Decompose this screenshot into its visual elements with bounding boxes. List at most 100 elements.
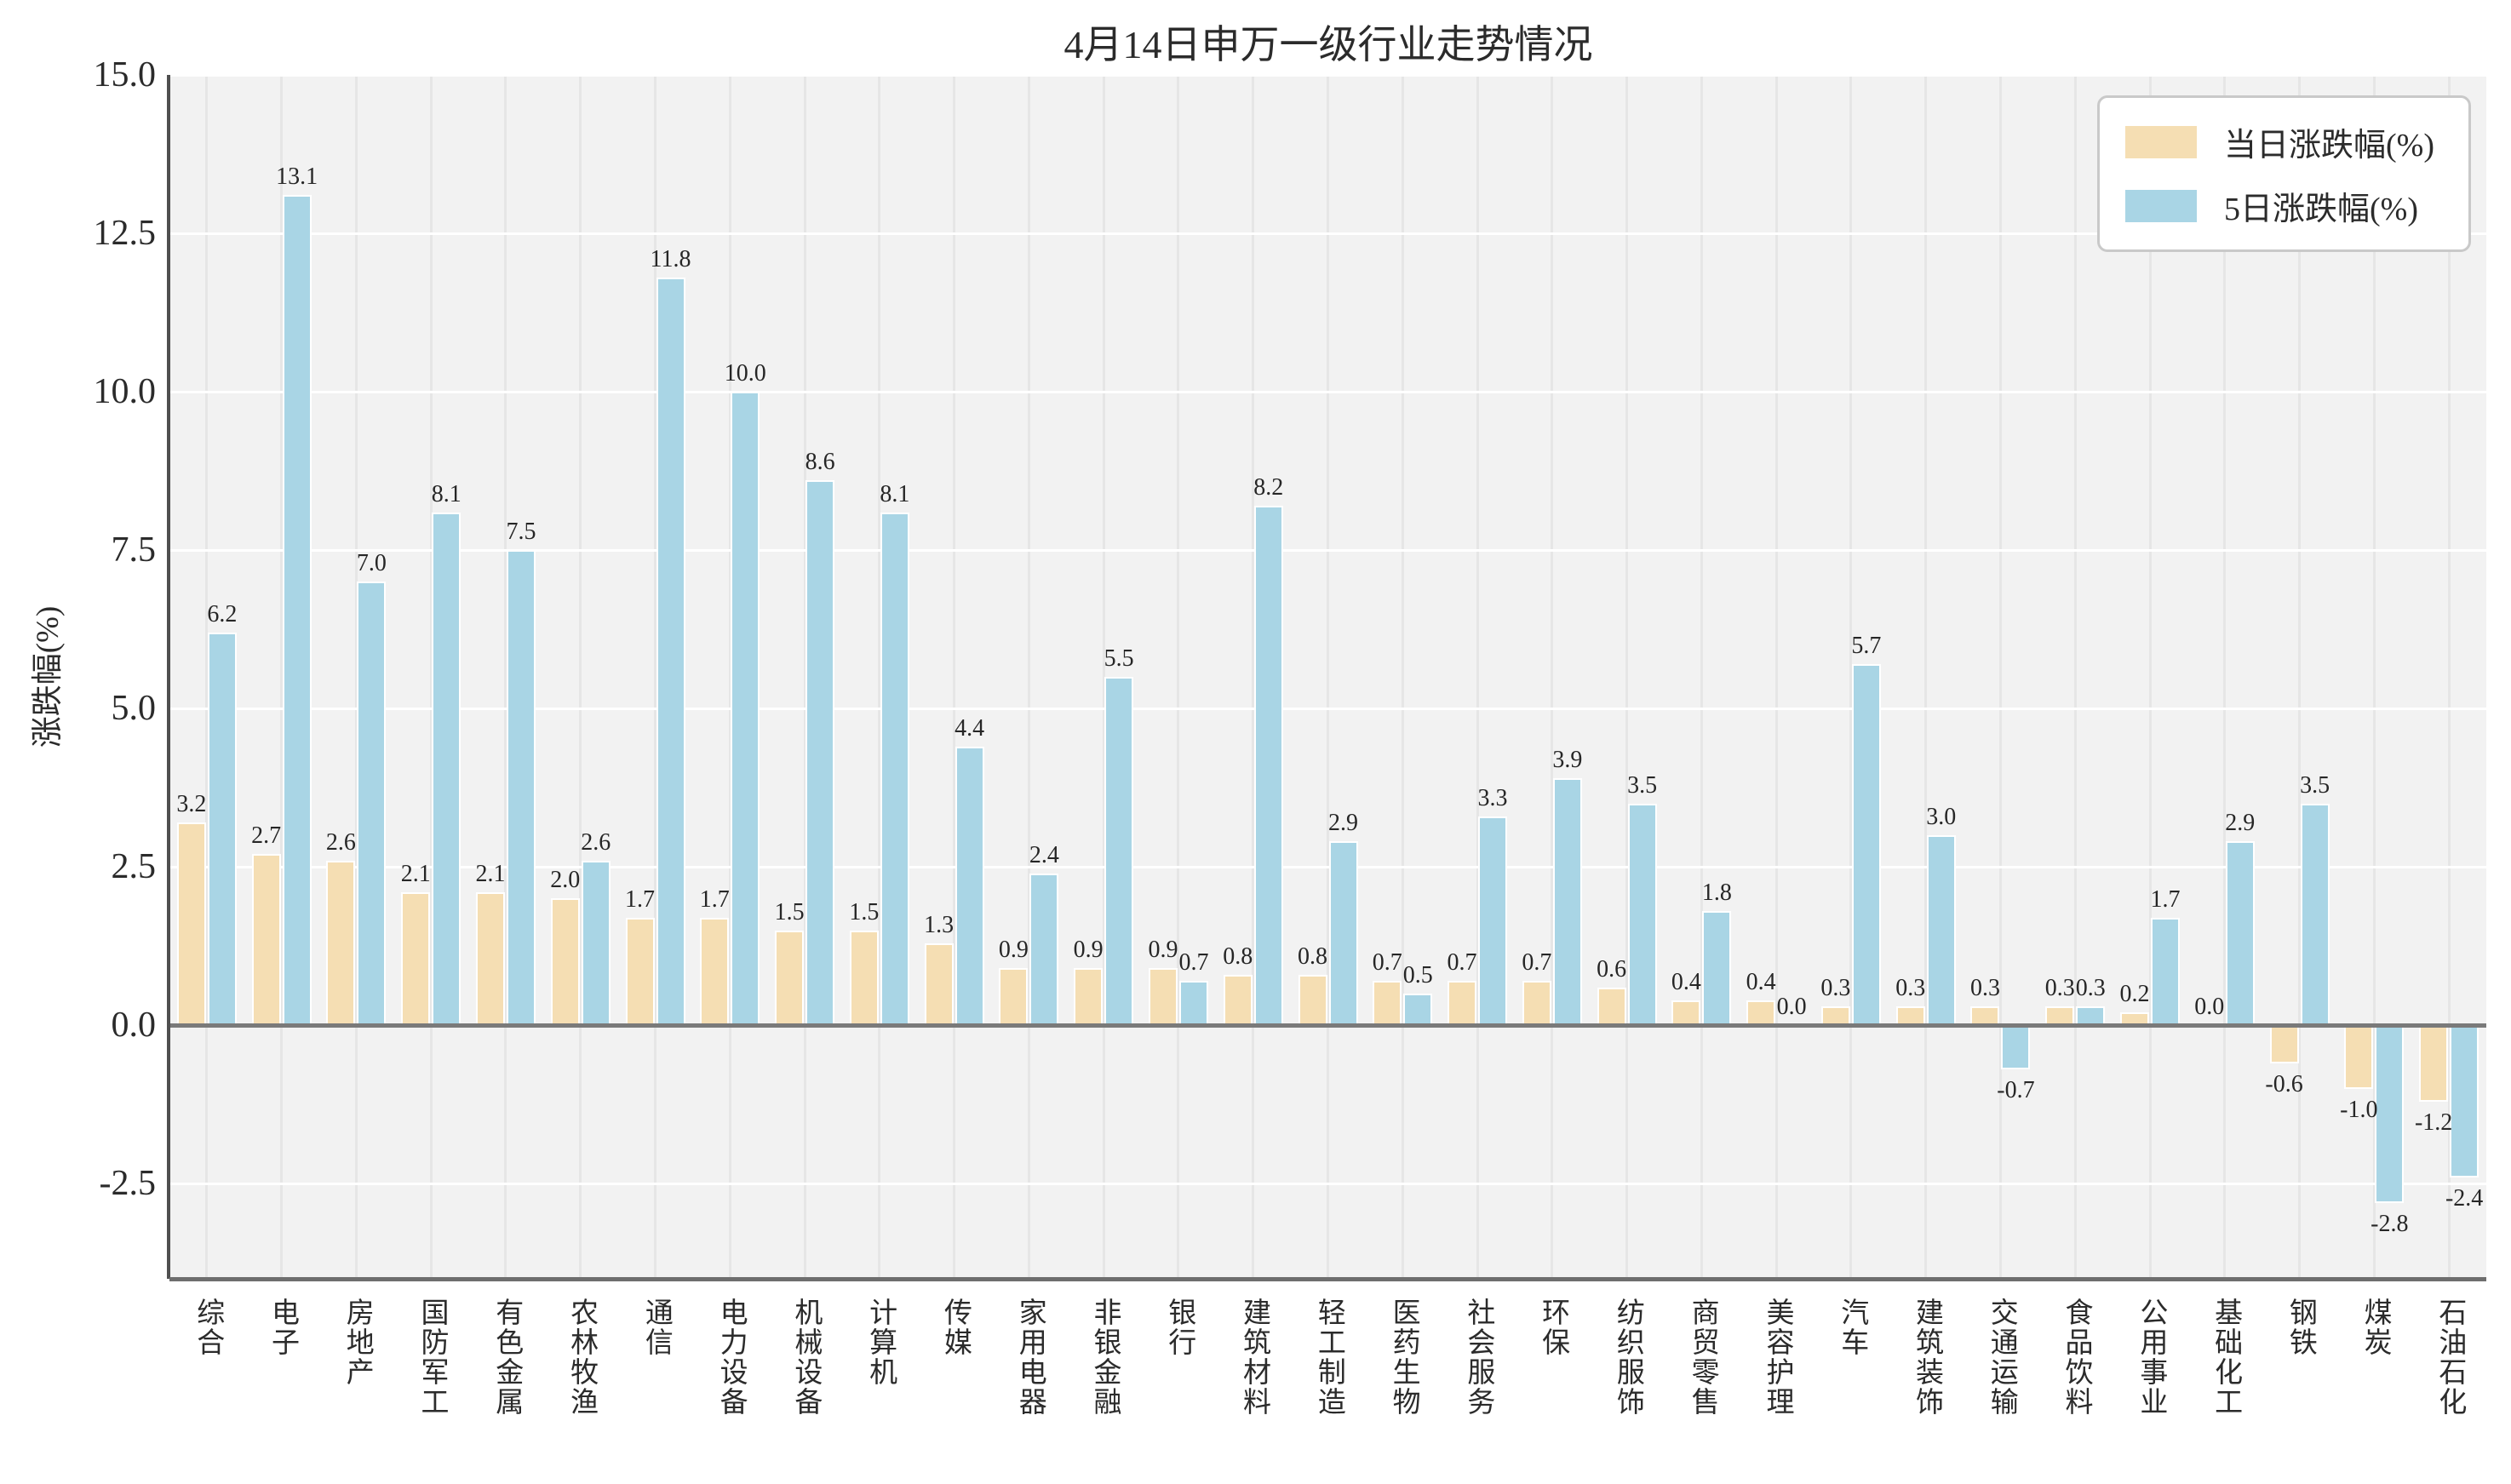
gridline-vertical: [2073, 75, 2077, 1279]
gridline-horizontal: [169, 707, 2486, 710]
bar-value-label: 0.6: [1597, 955, 1627, 983]
bar-5day: [2300, 803, 2330, 1026]
bar-value-label: 1.3: [924, 911, 955, 938]
gridline-vertical: [205, 75, 209, 1279]
bar-value-label: -2.8: [2371, 1210, 2409, 1237]
bar-daily: [1298, 974, 1327, 1026]
bar-value-label: 11.8: [650, 246, 691, 273]
bar-value-label: 0.4: [1746, 968, 1776, 995]
y-axis-spine: [167, 75, 170, 1279]
bar-5day: [2225, 841, 2255, 1026]
x-tick-label: 钢铁: [2285, 1298, 2316, 1357]
x-tick-label: 环保: [1537, 1298, 1568, 1357]
y-tick-label: -2.5: [99, 1164, 157, 1204]
bar-value-label: 1.7: [2150, 885, 2181, 913]
bar-value-label: 2.7: [251, 822, 282, 850]
bar-5day: [1478, 816, 1508, 1026]
x-tick-label: 建筑材料: [1238, 1298, 1270, 1417]
y-tick-label: 7.5: [111, 530, 157, 570]
bar-value-label: 0.0: [2194, 994, 2225, 1021]
bar-value-label: 7.0: [356, 550, 387, 577]
x-tick-label: 石油石化: [2434, 1298, 2465, 1417]
bar-5day: [880, 512, 909, 1026]
bar-5day: [2450, 1025, 2479, 1177]
bar-value-label: 0.9: [1148, 937, 1178, 964]
gridline-horizontal: [169, 548, 2486, 552]
bar-value-label: 0.3: [1820, 974, 1851, 1001]
y-tick-label: 10.0: [93, 372, 157, 412]
bar-daily: [475, 892, 505, 1026]
bar-daily: [1597, 987, 1626, 1026]
x-tick-label: 房地产: [341, 1298, 373, 1387]
bar-value-label: 8.6: [805, 449, 835, 476]
bar-5day: [357, 582, 387, 1026]
bar-value-label: 1.7: [699, 885, 730, 913]
bar-daily: [550, 898, 580, 1026]
bar-value-label: 2.1: [475, 861, 506, 888]
bar-daily: [1223, 974, 1253, 1026]
bar-5day: [1029, 873, 1059, 1026]
gridline-vertical: [1177, 75, 1180, 1279]
gridline-horizontal: [169, 390, 2486, 393]
gridline-vertical: [1252, 75, 1255, 1279]
bar-5day: [1253, 506, 1283, 1026]
gridline-horizontal: [169, 232, 2486, 235]
gridline-vertical: [1401, 75, 1404, 1279]
bar-value-label: 0.4: [1671, 968, 1701, 995]
bar-5day: [282, 195, 312, 1026]
bar-value-label: 13.1: [276, 163, 318, 191]
gridline-vertical: [728, 75, 731, 1279]
bar-daily: [775, 930, 805, 1026]
bar-value-label: 2.0: [550, 867, 581, 894]
x-tick-label: 轻工制造: [1313, 1298, 1344, 1417]
gridline-vertical: [1102, 75, 1105, 1279]
gridline-vertical: [1476, 75, 1479, 1279]
bar-value-label: 0.7: [1522, 949, 1552, 977]
gridline-vertical: [953, 75, 956, 1279]
x-tick-label: 医药生物: [1388, 1298, 1419, 1417]
gridline-vertical: [2223, 75, 2227, 1279]
gridline-vertical: [1774, 75, 1778, 1279]
bar-value-label: 0.8: [1223, 943, 1253, 970]
bar-5day: [955, 746, 984, 1026]
bar-daily: [2269, 1025, 2299, 1063]
bar-5day: [1702, 911, 1732, 1026]
gridline-vertical: [2447, 75, 2451, 1279]
bar-daily: [2419, 1025, 2449, 1102]
y-tick-label: 15.0: [93, 55, 157, 95]
bar-daily: [1522, 981, 1551, 1026]
bar-value-label: 0.5: [1402, 962, 1433, 989]
bar-value-label: 0.0: [1776, 994, 1807, 1021]
bar-value-label: 3.3: [1477, 784, 1508, 811]
bar-daily: [326, 860, 356, 1026]
bar-5day: [1403, 994, 1433, 1026]
bar-daily: [1373, 981, 1402, 1026]
legend-label-5day: 5日涨跌幅(%): [2224, 192, 2418, 227]
bar-value-label: 1.7: [625, 885, 656, 913]
bar-value-label: 0.3: [2044, 974, 2075, 1001]
bar-daily: [924, 943, 954, 1026]
bar-5day: [1178, 981, 1208, 1026]
bar-value-label: 5.7: [1851, 633, 1882, 660]
x-tick-label: 基础化工: [2210, 1298, 2241, 1417]
bar-5day: [731, 392, 760, 1026]
x-tick-label: 纺织服饰: [1612, 1298, 1643, 1417]
bar-value-label: 5.5: [1104, 645, 1134, 672]
bar-value-label: 1.8: [1701, 880, 1732, 907]
bar-daily: [849, 930, 879, 1026]
gridline-vertical: [280, 75, 284, 1279]
gridline-horizontal: [169, 865, 2486, 868]
bar-5day: [1104, 677, 1134, 1026]
bar-value-label: 1.5: [849, 898, 880, 925]
x-tick-label: 电子: [267, 1298, 298, 1357]
bar-5day: [1851, 664, 1881, 1026]
bar-5day: [1627, 803, 1657, 1026]
gridline-vertical: [1327, 75, 1329, 1279]
bar-value-label: -1.2: [2414, 1109, 2453, 1136]
bar-value-label: 0.2: [2119, 981, 2150, 1008]
bar-daily: [1448, 981, 1477, 1026]
gridline-vertical: [1625, 75, 1629, 1279]
gridline-vertical: [878, 75, 881, 1279]
y-tick-label: 5.0: [111, 689, 157, 729]
bar-daily: [401, 892, 431, 1026]
